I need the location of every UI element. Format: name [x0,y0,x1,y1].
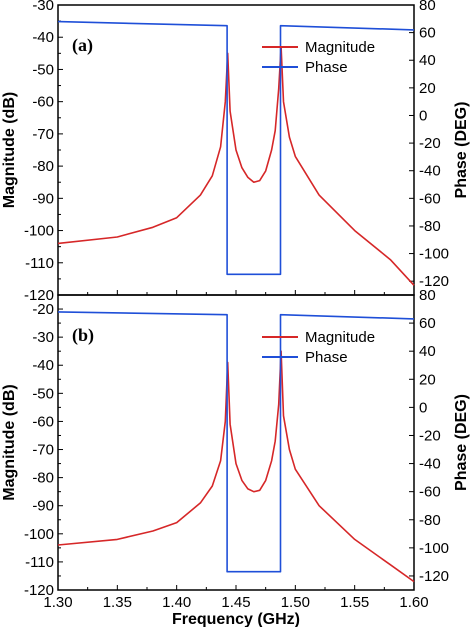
ytick-right-label: -20 [419,427,441,444]
ytick-right-label: 20 [419,80,436,97]
ytick-right-label: 40 [419,52,436,69]
y-axis-label-right: Phase (DEG) [453,394,470,491]
ytick-right-label: -20 [419,135,441,152]
legend-label-phase: Phase [305,349,348,366]
panel-label-b: (b) [72,325,94,346]
ytick-left-label: -40 [32,29,54,46]
ytick-right-label: -100 [419,246,449,263]
ytick-left-label: -120 [24,582,54,599]
ytick-right-label: 20 [419,371,436,388]
ytick-left-label: -20 [32,301,54,318]
ytick-left-label: -80 [32,470,54,487]
ytick-right-label: 80 [419,287,436,304]
xtick-label: 1.50 [281,594,310,611]
ytick-left-label: -90 [32,498,54,515]
legend-label-phase: Phase [305,59,348,76]
ytick-left-label: -40 [32,357,54,374]
ytick-left-label: -100 [24,526,54,543]
ytick-right-label: -80 [419,218,441,235]
ytick-right-label: -60 [419,190,441,207]
ytick-right-label: 0 [419,107,427,124]
ytick-right-label: 0 [419,399,427,416]
shared-x-axis: 1.30 1.35 1.40 1.45 1.50 1.55 1.60 Frequency (G… [43,594,428,627]
xtick-label: 1.45 [221,594,250,611]
ytick-right-label: -40 [419,456,441,473]
ytick-right-label: 60 [419,25,436,42]
panel-label-a: (a) [72,35,93,56]
ytick-right-label: 60 [419,315,436,332]
ytick-right-label: -80 [419,512,441,529]
ytick-left-label: -110 [25,554,54,571]
legend-label-magnitude: Magnitude [305,329,375,346]
legend-label-magnitude: Magnitude [305,39,375,56]
ytick-left-label: -50 [32,385,54,402]
panel-b: -120-110-100-90-80-70-60-50-40-30-20-120… [1,287,470,599]
ytick-left-label: -60 [32,94,54,111]
ytick-left-label: -70 [32,126,54,143]
ytick-left-label: -30 [32,0,54,14]
y-axis-label-left: Magnitude (dB) [1,384,18,500]
y-axis-label-right: Phase (DEG) [453,102,470,199]
ytick-right-label: -120 [419,568,449,585]
ytick-left-label: -70 [32,442,54,459]
ytick-left-label: -30 [32,329,54,346]
ytick-left-label: -90 [32,190,54,207]
panel-a: -120 -110 -100 -90 -80 -70 -60 -50 -40 -30 -120 -10… [1,0,470,304]
y-axis-label-left: Magnitude (dB) [1,92,18,208]
xtick-label: 1.55 [340,594,369,611]
magnitude-line-a [57,46,415,286]
ytick-right-label: -100 [419,540,449,557]
xtick-label: 1.60 [399,594,428,611]
phase-line-b [57,311,415,573]
xtick-label: 1.35 [103,594,132,611]
phase-line-a [57,20,415,276]
ytick-left-label: -100 [24,223,54,240]
ytick-right-label: -120 [419,273,449,290]
ytick-left-label: -80 [32,158,54,175]
ytick-left-label: -60 [32,413,54,430]
ytick-left-label: -120 [24,287,54,304]
ytick-right-label: -40 [419,163,441,180]
xtick-label: 1.40 [162,594,191,611]
ytick-left-label: -50 [32,61,54,78]
ytick-right-label: 80 [419,0,436,14]
magnitude-line-b [57,350,415,583]
ytick-right-label: -60 [419,484,441,501]
xtick-label: 1.30 [43,594,72,611]
ytick-left-label: -110 [25,255,54,272]
x-axis-label: Frequency (GHz) [172,611,300,627]
ytick-right-label: 40 [419,343,436,360]
